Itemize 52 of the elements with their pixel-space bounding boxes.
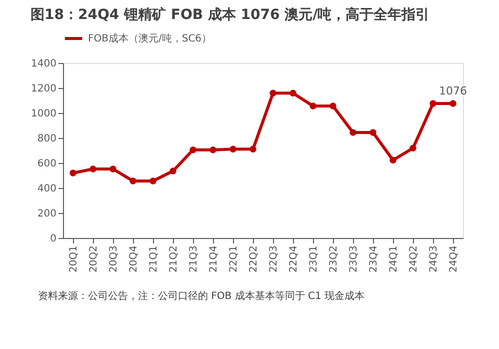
annotation: 1076 xyxy=(439,84,467,98)
x-tick-label: 23Q4 xyxy=(368,246,380,272)
point xyxy=(450,100,456,107)
x-tick-label: 20Q1 xyxy=(68,246,80,272)
x-tick-label: 23Q2 xyxy=(328,246,340,272)
point xyxy=(190,146,196,154)
x-tick-label: 21Q3 xyxy=(188,246,200,272)
x-tick-label: 22Q1 xyxy=(228,246,240,272)
point xyxy=(310,102,316,110)
x-tick-label: 20Q3 xyxy=(108,246,120,272)
x-tick-label: 22Q4 xyxy=(288,246,300,272)
y-tick-label: 200 xyxy=(37,208,56,220)
point xyxy=(430,100,436,107)
x-tick-label: 24Q2 xyxy=(408,246,420,272)
point xyxy=(370,129,376,136)
x-tick-label: 20Q4 xyxy=(128,246,140,272)
point xyxy=(70,170,76,176)
point xyxy=(270,90,276,96)
y-tick-label: 600 xyxy=(37,158,56,170)
y-tick-label: 0 xyxy=(50,234,56,244)
point xyxy=(390,156,396,164)
chart-title: 图18：24Q4 锂精矿 FOB 成本 1076 澳元/吨，高于全年指引 xyxy=(30,6,430,23)
x-tick-label: 22Q2 xyxy=(248,246,260,272)
y-tick-label: 1000 xyxy=(31,108,56,120)
x-tick-label: 24Q3 xyxy=(428,246,440,272)
point xyxy=(350,129,356,136)
y-tick-label: 1400 xyxy=(31,58,56,70)
x-tick-label: 20Q2 xyxy=(88,246,100,272)
x-tick-label: 22Q3 xyxy=(268,246,280,272)
y-tick-label: 1200 xyxy=(31,84,56,94)
point xyxy=(130,178,136,184)
point xyxy=(230,146,236,152)
point xyxy=(290,90,296,96)
point xyxy=(90,166,96,172)
x-tick-label: 24Q4 xyxy=(448,246,460,272)
y-tick-label: 800 xyxy=(37,134,56,144)
point xyxy=(170,168,176,174)
point xyxy=(330,102,336,110)
point xyxy=(410,144,416,152)
point xyxy=(250,146,256,152)
point xyxy=(210,146,216,154)
point xyxy=(110,166,116,172)
legend-label: FOB成本（澳元/吨，SC6） xyxy=(88,32,212,44)
x-tick-label: 23Q1 xyxy=(308,246,320,272)
y-tick-label: 400 xyxy=(37,184,56,194)
text: 资料来源：公司公告，注：公司口径的 FOB 成本基本等同于 C1 现金成本 xyxy=(38,290,365,302)
x-tick-label: 21Q4 xyxy=(208,246,220,272)
point xyxy=(150,178,156,184)
x-tick-label: 23Q3 xyxy=(348,246,360,272)
x-tick-label: 21Q1 xyxy=(148,246,160,272)
x-tick-label: 24Q1 xyxy=(388,246,400,272)
x-tick-label: 21Q2 xyxy=(168,246,180,272)
